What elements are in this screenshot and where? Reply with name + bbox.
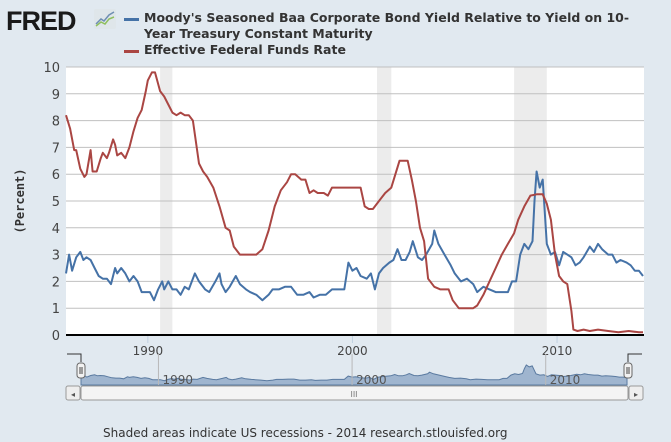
x-tick-label: 1990 — [133, 344, 164, 358]
y-tick-label: 5 — [52, 195, 60, 210]
navigator-series-area — [80, 364, 628, 386]
y-tick-label: 0 — [52, 329, 60, 344]
navigator-handle-right[interactable] — [623, 362, 633, 379]
navigator-label: 1990 — [162, 373, 193, 387]
legend-label-fedfunds[interactable]: Effective Federal Funds Rate — [144, 42, 346, 57]
y-axis-label: (Percent) — [13, 168, 27, 233]
legend-label-baa-line1[interactable]: Moody's Seasoned Baa Corporate Bond Yiel… — [144, 10, 630, 25]
navigator-handle-left-bracket — [67, 353, 82, 362]
scroll-right-button[interactable] — [628, 385, 644, 401]
y-tick-label: 9 — [52, 88, 60, 103]
y-tick-label: 2 — [52, 275, 60, 290]
scroll-left-button[interactable] — [65, 385, 81, 401]
y-tick-label: 8 — [52, 115, 60, 130]
y-tick-label: 1 — [52, 302, 60, 317]
chart: 0 1 2 3 4 5 6 7 8 9 10 (Percent) 1990 2000 2010 1990 200… — [13, 61, 644, 401]
recession-note: Shaded areas indicate US recessions - 20… — [103, 426, 508, 440]
chart-trend-icon — [94, 9, 116, 29]
y-tick-label: 7 — [52, 141, 60, 156]
y-tick-label: 6 — [52, 168, 60, 183]
navigator-label: 2010 — [550, 373, 581, 387]
scroll-thumb[interactable] — [80, 385, 629, 401]
scroll-right-arrow-icon: ▸ — [634, 390, 638, 399]
legend-swatch-fedfunds — [124, 50, 139, 53]
navigator-label: 2000 — [356, 373, 387, 387]
legend-label-baa-line2[interactable]: Year Treasury Constant Maturity — [144, 26, 373, 41]
scroll-grip-icon: III — [350, 390, 357, 399]
y-tick-label: 3 — [52, 249, 60, 264]
scroll-left-arrow-icon: ◂ — [71, 390, 75, 399]
navigator-handle-left[interactable] — [76, 362, 86, 379]
y-tick-label: 4 — [52, 222, 60, 237]
navigator-handle-right-bracket — [627, 353, 642, 362]
fred-logo: FRED — [6, 6, 76, 36]
series-line-fed-funds — [65, 71, 643, 334]
x-tick-label: 2010 — [542, 344, 573, 358]
legend-swatch-baa — [124, 18, 139, 21]
series-line-baa-spread — [65, 170, 644, 302]
x-tick-label: 2000 — [337, 344, 368, 358]
y-tick-label: 10 — [43, 61, 60, 76]
